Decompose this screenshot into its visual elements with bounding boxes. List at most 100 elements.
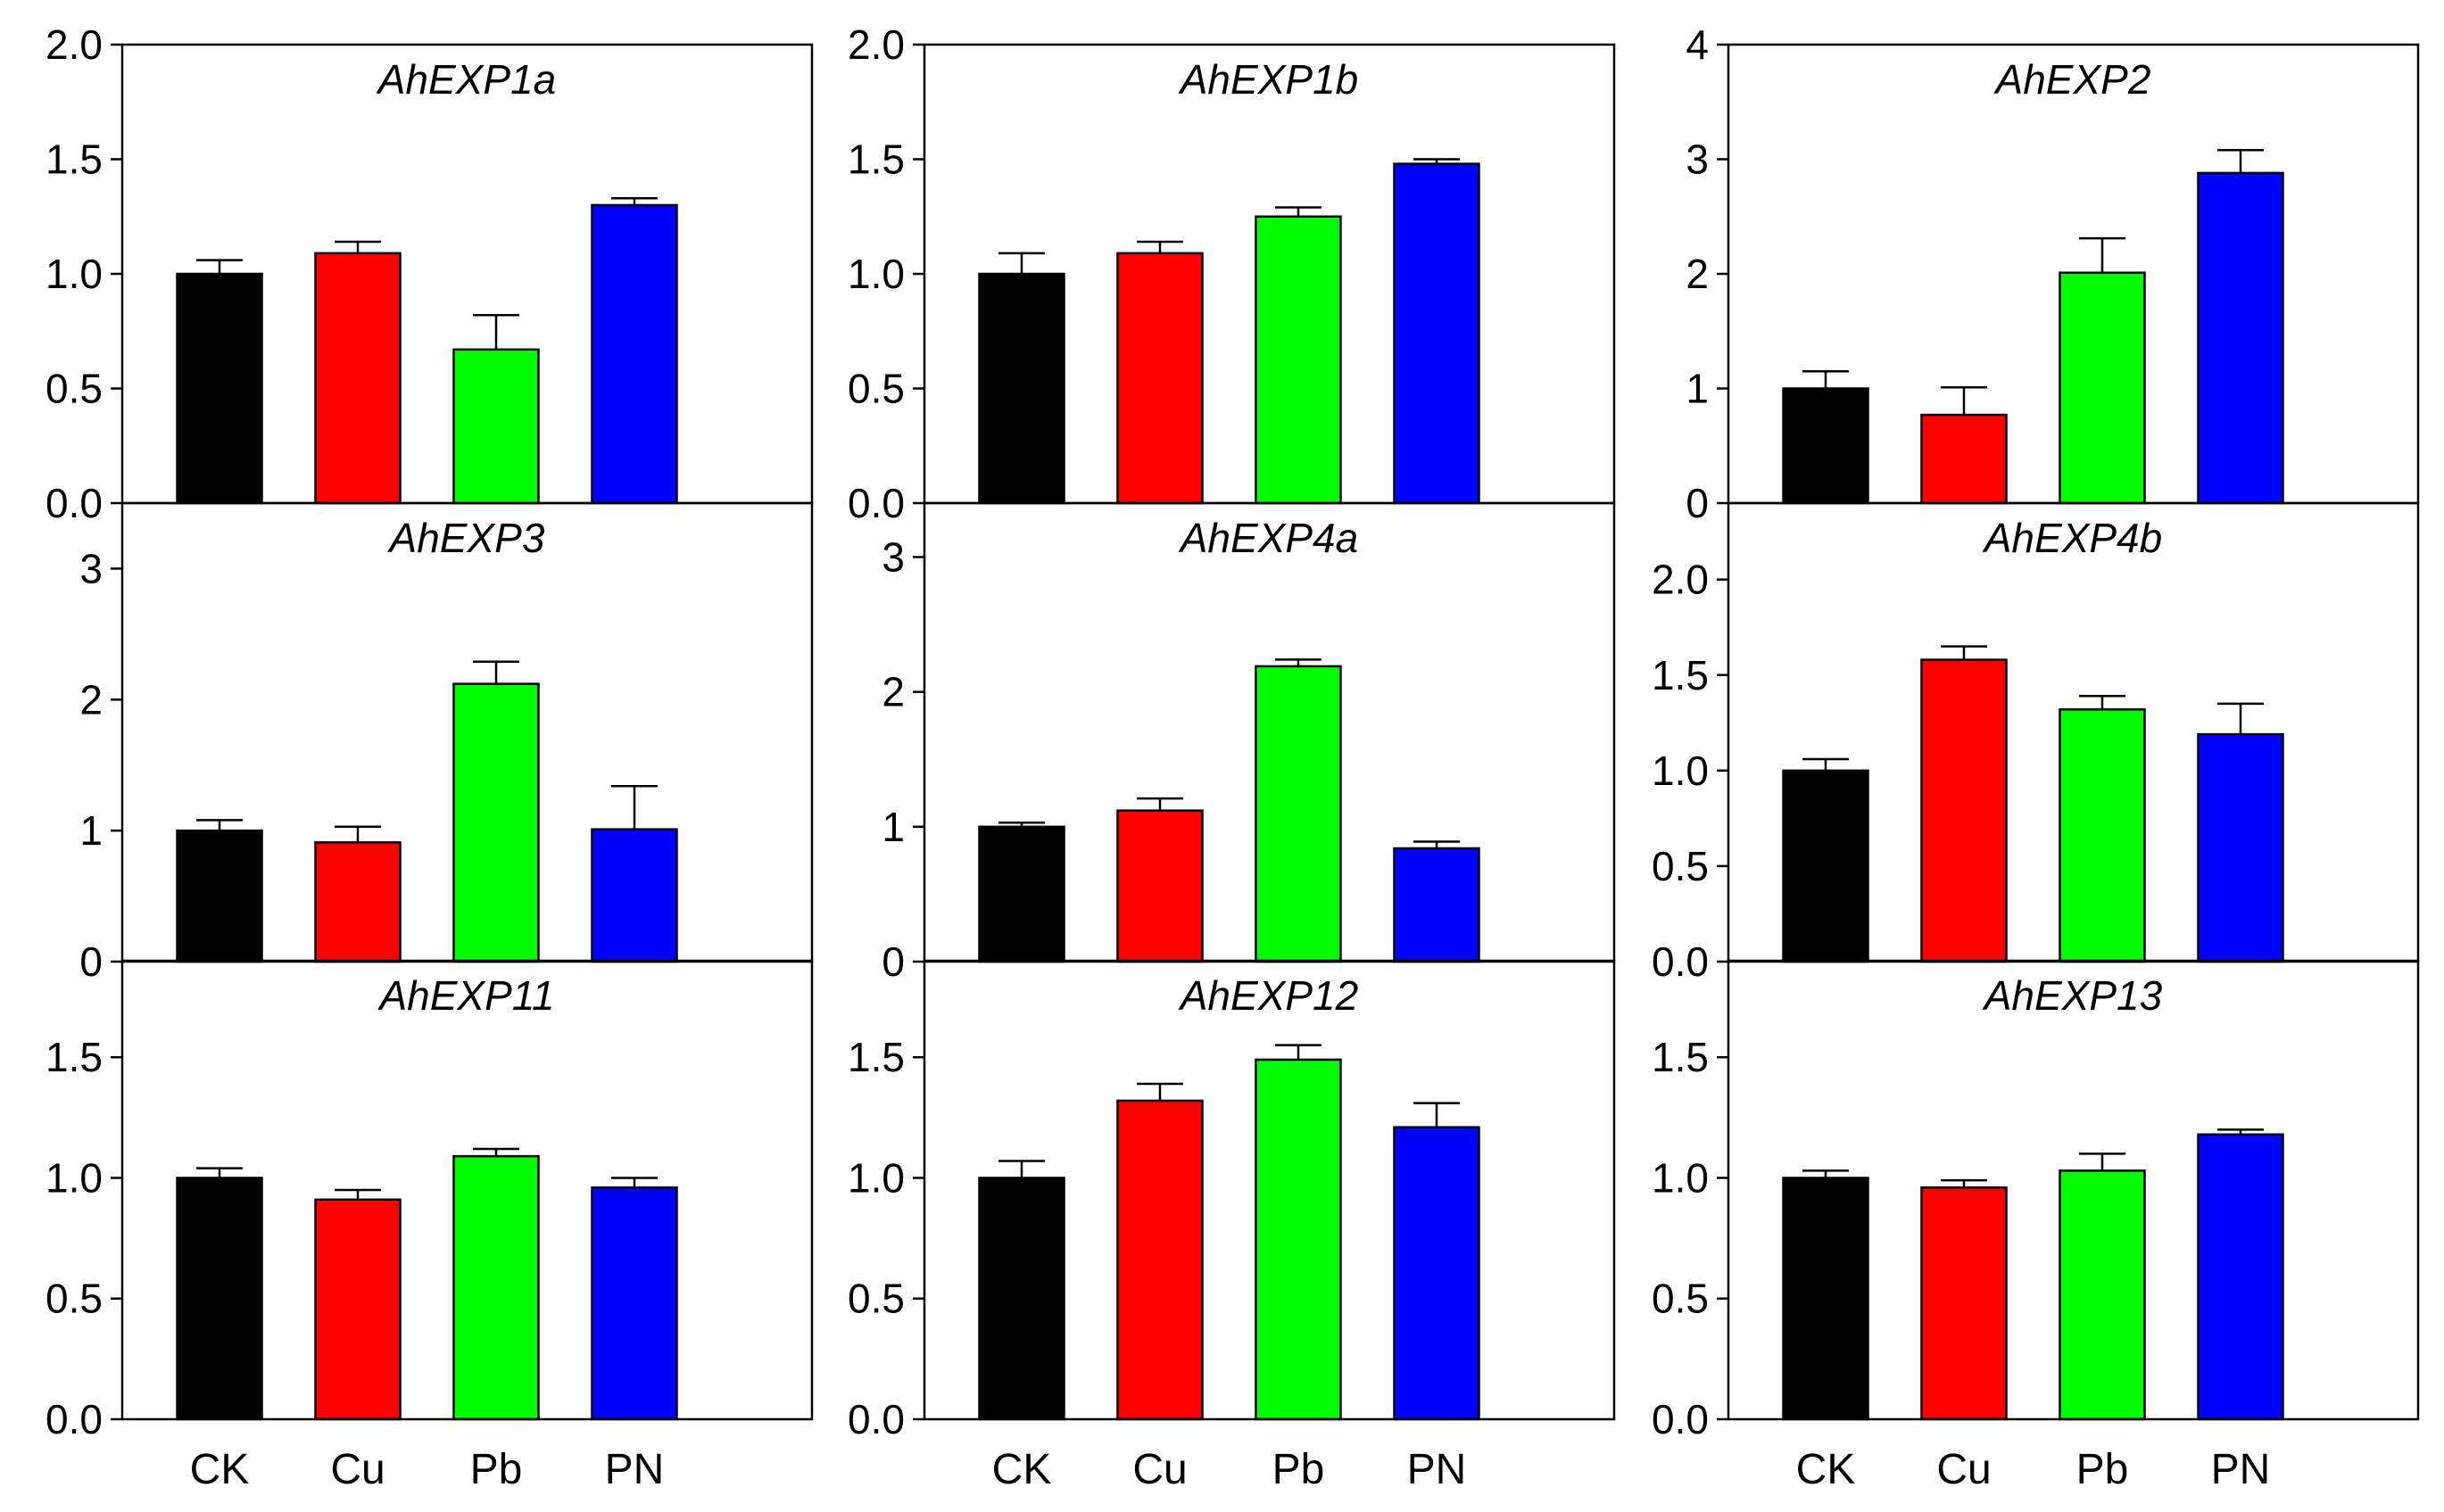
bar-Pb [1255,215,1342,505]
panel-AhEXP13: AhEXP13 0.0 0.5 1.0 1.5 CK Cu Pb PN [1652,959,2420,1493]
bar-CK [176,829,263,963]
panel-title: AhEXP11 [377,972,554,1019]
y-tick-label: 0.5 [848,1276,905,1322]
bar-PN [591,203,678,505]
plot-frame [120,959,814,1421]
x-label-CK: CK [1796,1446,1856,1493]
y-tick-label: 0.5 [46,1276,103,1322]
bar-Pb [2059,271,2146,505]
bar-CK [978,825,1065,963]
panel-AhEXP3: AhEXP3 0 1 2 3 [79,501,814,985]
y-tick-label: 1.0 [46,1154,103,1201]
x-label-Pb: Pb [470,1446,523,1493]
y-tick-label: 2.0 [1652,557,1709,603]
y-tick-label: 1.0 [1652,748,1709,794]
y-tick-label: 1.0 [46,251,103,297]
x-label-Cu: Cu [330,1446,385,1493]
x-label-CK: CK [190,1446,250,1493]
bar-PN [591,828,678,963]
y-tick-label: 1.5 [46,1034,103,1080]
x-label-CK: CK [992,1446,1052,1493]
x-label-Pb: Pb [1272,1446,1325,1493]
y-tick-label: 0.0 [848,480,905,526]
bar-Cu [314,841,402,963]
panel-title: AhEXP4b [1982,515,2162,561]
y-tick-label: 1 [882,804,905,850]
plot-frame [923,959,1616,1421]
y-tick-label: 1.0 [848,251,905,297]
bar-CK [978,1177,1065,1421]
y-tick-label: 2.0 [848,21,905,68]
bar-Cu [1116,809,1204,963]
y-tick-label: 1.0 [1652,1154,1709,1201]
bar-Cu [314,1198,402,1421]
y-tick-label: 0 [79,938,103,985]
panel-AhEXP4a: AhEXP4a 0 1 2 3 [882,501,1616,985]
y-tick-label: 1 [1686,366,1709,412]
bar-PN [1393,847,1480,963]
panel-title: AhEXP1b [1178,56,1358,103]
y-tick-label: 0.5 [46,366,103,412]
panel-AhEXP2: AhEXP2 0 1 2 3 4 [1686,21,2420,526]
y-tick-label: 1.5 [46,136,103,183]
y-tick-label: 0.0 [46,1396,103,1442]
y-tick-label: 0 [882,938,905,985]
x-label-Pb: Pb [2076,1446,2129,1493]
panel-AhEXP1b: AhEXP1b 0.0 0.5 1.0 1.5 2.0 [848,21,1616,526]
y-tick-label: 0.0 [1652,1396,1709,1442]
bar-Cu [1116,1099,1204,1421]
y-tick-label: 2.0 [46,21,103,68]
panel-title: AhEXP2 [1993,56,2151,103]
bar-Pb [452,348,540,505]
panel-AhEXP12: AhEXP12 0.0 0.5 1.0 1.5 CK Cu Pb PN [848,959,1616,1493]
x-label-Cu: Cu [1936,1446,1991,1493]
bar-Cu [1920,1186,2008,1421]
y-tick-label: 0.0 [1652,938,1709,985]
bar-CK [1782,769,1869,963]
bar-Pb [2059,708,2146,963]
panel-title: AhEXP13 [1982,972,2163,1019]
bar-Cu [1920,413,2008,505]
y-tick-label: 0 [1686,480,1709,526]
bar-PN [1393,162,1480,505]
panel-title: AhEXP4a [1178,515,1358,561]
bar-CK [176,1177,263,1421]
y-tick-label: 4 [1686,21,1709,68]
y-tick-label: 0.5 [1652,843,1709,889]
y-tick-label: 0.5 [1652,1276,1709,1322]
x-label-PN: PN [2211,1446,2271,1493]
bar-PN [2197,1133,2284,1421]
y-tick-label: 1.0 [848,1154,905,1201]
bar-PN [591,1186,678,1421]
y-tick-label: 1.5 [1652,1034,1709,1080]
x-label-PN: PN [1407,1446,1467,1493]
y-tick-label: 2 [79,676,103,723]
panel-AhEXP1a: AhEXP1a 0.0 0.5 1.0 1.5 2.0 [46,21,814,526]
bar-Cu [1116,252,1204,505]
y-tick-label: 1.5 [848,1034,905,1080]
y-tick-label: 3 [882,533,905,580]
bar-Pb [1255,1058,1342,1421]
plot-frame [1727,959,2420,1421]
bar-CK [176,272,263,505]
y-tick-label: 2 [882,669,905,715]
x-label-PN: PN [605,1446,665,1493]
panel-title: AhEXP3 [387,515,545,561]
bar-Pb [1255,665,1342,963]
y-tick-label: 3 [1686,136,1709,183]
bar-Pb [452,1154,540,1421]
bar-CK [1782,1177,1869,1421]
y-tick-label: 0.5 [848,366,905,412]
y-tick-label: 1 [79,807,103,854]
bar-CK [1782,387,1869,505]
x-label-Cu: Cu [1132,1446,1187,1493]
y-tick-label: 1.5 [1652,652,1709,698]
bar-Pb [2059,1169,2146,1421]
y-tick-label: 0.0 [46,480,103,526]
y-tick-label: 3 [79,545,103,591]
panel-title: AhEXP1a [376,56,556,103]
y-tick-label: 1.5 [848,136,905,183]
panel-AhEXP4b: AhEXP4b 0.0 0.5 1.0 1.5 2.0 [1652,501,2420,985]
panel-title: AhEXP12 [1178,972,1358,1019]
